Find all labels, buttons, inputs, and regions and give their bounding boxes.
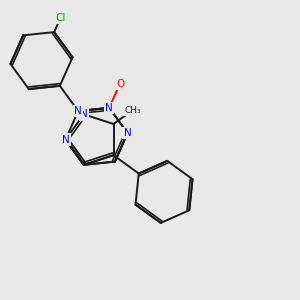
Text: N: N — [105, 103, 113, 113]
Text: N: N — [74, 106, 82, 116]
Text: Cl: Cl — [56, 13, 66, 23]
Text: O: O — [116, 79, 124, 88]
Text: CH₃: CH₃ — [124, 106, 141, 115]
Text: N: N — [124, 128, 131, 138]
Text: N: N — [61, 135, 69, 145]
Text: N: N — [80, 109, 88, 119]
